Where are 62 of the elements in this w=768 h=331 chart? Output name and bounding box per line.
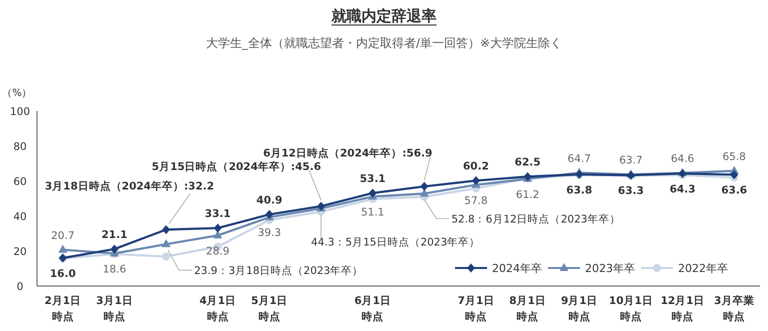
data-label: 63.8 xyxy=(566,184,592,196)
point xyxy=(730,170,738,180)
x-tick-label: 10月1日時点 xyxy=(608,295,653,323)
data-label: 63.7 xyxy=(619,154,643,167)
x-tick-label: 8月1日時点 xyxy=(509,295,546,323)
point xyxy=(265,210,274,219)
data-label: 39.3 xyxy=(258,227,282,240)
data-label: 20.7 xyxy=(51,230,75,242)
data-label: 5月15日時点（2024年卒）:45.6 xyxy=(152,160,322,174)
legend-label: 2023年卒 xyxy=(585,262,635,275)
point xyxy=(162,239,171,248)
data-label: 3月18日時点（2024年卒）:32.2 xyxy=(44,180,214,193)
data-label: 28.9 xyxy=(206,245,230,258)
x-tick-label: 7月1日時点 xyxy=(458,295,494,323)
y-tick-label: 0 xyxy=(16,281,24,293)
x-tick-label: 9月1日時点 xyxy=(560,295,598,323)
point xyxy=(420,182,428,191)
data-label: 60.2 xyxy=(463,160,489,173)
data-label: 6月12日時点（2024年卒）:56.9 xyxy=(263,146,432,160)
point xyxy=(162,252,170,261)
data-label: 61.2 xyxy=(516,188,540,201)
x-tick-label: 5月1日時点 xyxy=(251,295,288,323)
data-label: 51.1 xyxy=(360,206,384,219)
data-label: 16.0 xyxy=(50,268,76,280)
x-tick-label: 6月1日時点 xyxy=(354,295,391,323)
chart-title: 就職内定辞退率 xyxy=(330,7,436,25)
data-label: 64.6 xyxy=(670,152,695,165)
x-tick-label: 3月1日時点 xyxy=(96,295,133,323)
data-label: 64.3 xyxy=(670,183,696,196)
chart-subtitle: 大学生_全体（就職志望者・内定取得者/単一回答）※大学院生除く xyxy=(206,36,562,50)
data-label: 53.1 xyxy=(360,173,386,186)
data-label: 63.3 xyxy=(618,185,644,198)
y-tick-label: 60 xyxy=(13,176,27,188)
point xyxy=(58,244,68,253)
data-label: 18.6 xyxy=(102,263,126,276)
x-tick-label: 2月1日時点 xyxy=(44,295,82,323)
data-label: 21.1 xyxy=(102,229,128,242)
data-label: 52.8：6月12日時点（2023年卒） xyxy=(451,212,620,226)
y-tick-label: 40 xyxy=(13,211,27,223)
point xyxy=(214,224,222,233)
data-label: 33.1 xyxy=(204,208,231,220)
data-label: 63.6 xyxy=(721,184,748,197)
legend-label: 2024年卒 xyxy=(492,262,542,275)
x-tick-label: 12月1日時点 xyxy=(660,295,704,323)
data-label: 57.8 xyxy=(464,194,488,207)
y-tick-label: 80 xyxy=(13,141,27,153)
data-label: 44.3：5月15日時点（2023年卒） xyxy=(311,235,480,248)
data-label: 65.8 xyxy=(722,150,746,163)
data-label: 23.9：3月18日時点（2023年卒） xyxy=(194,264,364,278)
point xyxy=(472,176,480,186)
data-label: 40.9 xyxy=(256,194,282,206)
data-label: 62.5 xyxy=(514,156,541,169)
y-tick-label: 100 xyxy=(10,106,30,118)
point xyxy=(368,188,377,198)
point xyxy=(110,244,118,254)
x-tick-label: 3月卒業時点 xyxy=(714,294,754,323)
legend-label: 2022年卒 xyxy=(678,262,728,275)
y-tick-label: 20 xyxy=(13,246,27,258)
x-tick-label: 4月1日時点 xyxy=(199,295,236,323)
data-label: 64.7 xyxy=(568,152,591,165)
y-axis-title: （%） xyxy=(2,88,32,99)
point xyxy=(162,225,170,234)
